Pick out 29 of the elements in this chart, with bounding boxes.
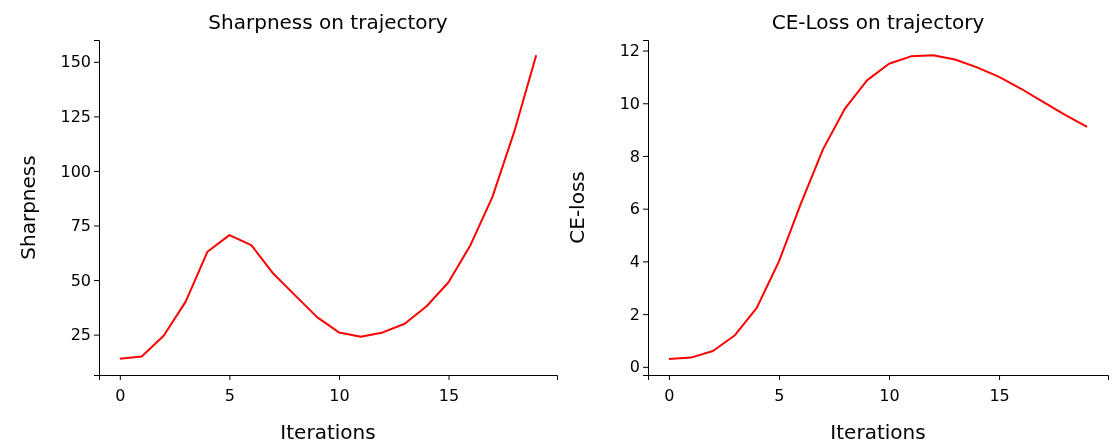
x-tick-label: 5	[774, 385, 785, 405]
y-tick-label: 8	[629, 146, 640, 166]
y-tick-label: 4	[629, 252, 640, 272]
line-series	[667, 54, 1089, 360]
line-series	[118, 54, 538, 360]
chart-title: Sharpness on trajectory	[208, 10, 448, 34]
y-tick-label: 6	[629, 199, 640, 219]
y-tick-label: 10	[619, 93, 640, 113]
x-tick-label: 10	[879, 385, 900, 405]
x-axis-title: Iterations	[280, 420, 376, 443]
x-tick-label: 15	[989, 385, 1010, 405]
y-axis-title: CE-loss	[565, 171, 589, 244]
x-tick-label: 0	[664, 385, 675, 405]
y-tick-label: 100	[60, 161, 91, 181]
y-tick-label: 50	[70, 270, 91, 290]
x-tick-label: 0	[115, 385, 126, 405]
y-tick-label: 0	[629, 357, 640, 377]
y-tick-label: 2	[629, 304, 640, 324]
chart-title: CE-Loss on trajectory	[771, 10, 985, 34]
x-tick-label: 15	[438, 385, 460, 405]
y-tick-label: 125	[60, 107, 91, 126]
y-axis-title: Sharpness	[16, 155, 40, 260]
x-axis-title: Iterations	[830, 420, 926, 443]
x-tick-label: 5	[224, 385, 235, 405]
y-tick-label: 12	[619, 41, 640, 61]
x-tick-label: 10	[329, 385, 350, 405]
y-tick-label: 25	[70, 325, 91, 345]
y-tick-label: 75	[70, 216, 91, 236]
y-tick-label: 150	[60, 52, 91, 72]
